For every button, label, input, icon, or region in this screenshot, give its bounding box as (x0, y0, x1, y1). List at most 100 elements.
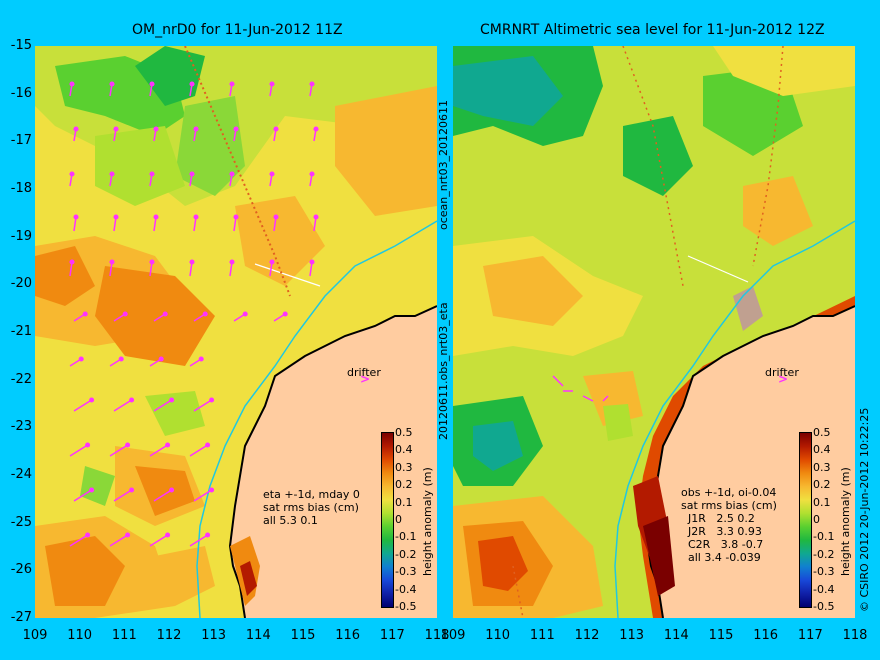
right-lon-tick-label: 112 (574, 628, 600, 643)
lat-tick-label: -19 (10, 228, 32, 244)
current-vector-head (125, 532, 131, 538)
colorbar-tick-label: 0.1 (813, 495, 831, 509)
current-vector (153, 489, 172, 502)
colorbar-tick-label: 0.2 (813, 478, 831, 492)
current-vector (73, 399, 92, 412)
left-lon-tick-label: 111 (111, 628, 137, 643)
right-drifter-label: drifter (765, 366, 799, 379)
left-lon-tick-label: 117 (379, 628, 405, 643)
right-colorbar (799, 432, 812, 608)
right-lon-tick-label: 118 (842, 628, 868, 643)
right-lon-tick-label: 111 (529, 628, 555, 643)
current-vector-head (149, 171, 155, 177)
lat-tick-label: -23 (10, 419, 32, 435)
current-vector-head (189, 81, 195, 87)
current-vector-head (149, 81, 155, 87)
current-vector-head (153, 214, 159, 220)
current-vector-head (109, 81, 115, 87)
current-vector-head (169, 397, 175, 403)
current-vector-head (309, 259, 315, 265)
current-vector-head (205, 442, 211, 448)
current-vector-head (118, 356, 124, 362)
current-vector-head (109, 171, 115, 177)
current-vector-head (209, 397, 215, 403)
current-vector-head (269, 259, 275, 265)
right-map-panel: obs +-1d, oi-0.04 sat rms bias (cm) J1R … (453, 46, 855, 618)
left-current-vectors (69, 81, 319, 547)
current-vector-head (89, 397, 95, 403)
right-lon-tick-label: 114 (663, 628, 689, 643)
colorbar-tick-label: 0.5 (813, 426, 831, 439)
current-vector (193, 489, 212, 502)
right-lon-tick-label: 116 (753, 628, 779, 643)
left-map-title: OM_nrD0 for 11-Jun-2012 11Z (132, 22, 343, 38)
colorbar-tick-label: -0.4 (395, 582, 417, 596)
current-vector-head (73, 126, 79, 132)
current-vector-head (125, 442, 131, 448)
current-vector-head (205, 532, 211, 538)
current-vector-head (233, 126, 239, 132)
lat-tick-label: -24 (10, 467, 32, 482)
colorbar-tick-label: 0.2 (395, 478, 413, 492)
current-vector-head (269, 81, 275, 87)
current-vector-head (69, 171, 75, 177)
run-label-bottom: 20120611.obs_nrt03_eta (437, 302, 450, 440)
current-vector (109, 534, 128, 547)
current-vector-head (158, 356, 164, 362)
current-vector-head (198, 356, 204, 362)
run-label-top: ocean_nrt03_20120611 (437, 99, 450, 230)
lat-tick-label: -26 (10, 562, 32, 578)
current-vector-head (69, 81, 75, 87)
current-vector-head (129, 487, 135, 493)
current-vector-head (273, 214, 279, 220)
lat-tick-label: -15 (10, 38, 32, 53)
colorbar-tick-label: -0.4 (813, 582, 835, 596)
current-vector-head (193, 214, 199, 220)
current-vector (69, 534, 88, 547)
current-vector (189, 534, 208, 547)
right-lon-tick-label: 110 (485, 628, 511, 643)
colorbar-tick-label: 0.3 (395, 460, 413, 474)
lat-tick-label: -18 (10, 181, 32, 196)
right-map-title: CMRNRT Altimetric sea level for 11-Jun-2… (480, 22, 825, 38)
current-vector-head (129, 397, 135, 403)
lat-tick-label: -22 (10, 371, 32, 387)
lat-tick-label: -20 (10, 276, 32, 292)
right-stats-box: obs +-1d, oi-0.04 sat rms bias (cm) J1R … (681, 486, 777, 564)
current-vector-head (82, 311, 88, 317)
current-vector (69, 444, 88, 457)
colorbar-tick-label: 0 (395, 513, 402, 526)
current-vector-head (73, 214, 79, 220)
current-vector-head (229, 171, 235, 177)
current-vector-head (113, 126, 119, 132)
colorbar-tick-label: -0.3 (395, 565, 417, 579)
current-vector-head (282, 311, 288, 317)
current-vector-head (85, 532, 91, 538)
current-vector-head (165, 442, 171, 448)
colorbar-tick-label: -0.3 (813, 565, 835, 579)
lat-tick-label: -25 (10, 514, 32, 530)
right-lon-tick-label: 109 (440, 628, 466, 643)
current-vector-head (189, 171, 195, 177)
right-sea-level-field (453, 46, 855, 618)
colorbar-tick-label: 0 (813, 513, 820, 526)
right-drifter-icon: > (778, 372, 789, 386)
right-lon-tick-label: 113 (619, 628, 645, 643)
colorbar-tick-label: 0.1 (395, 495, 413, 509)
colorbar-tick-label: -0.1 (395, 530, 417, 544)
current-vector-head (209, 487, 215, 493)
current-vector-head (313, 214, 319, 220)
left-lon-tick-label: 110 (67, 628, 93, 643)
current-vector-head (309, 171, 315, 177)
left-lon-tick-label: 118 (424, 628, 450, 643)
left-sea-level-field (35, 46, 437, 618)
current-vector (153, 399, 172, 412)
current-vector-head (309, 81, 315, 87)
current-vector-head (113, 214, 119, 220)
current-vector-head (189, 259, 195, 265)
left-lon-tick-label: 112 (156, 628, 182, 643)
colorbar-tick-label: 0.4 (395, 443, 413, 457)
left-map-panel: eta +-1d, mday 0 sat rms bias (cm) all 5… (35, 46, 437, 618)
right-lon-tick-label: 117 (797, 628, 823, 643)
colorbar-tick-label: 0.3 (813, 460, 831, 474)
